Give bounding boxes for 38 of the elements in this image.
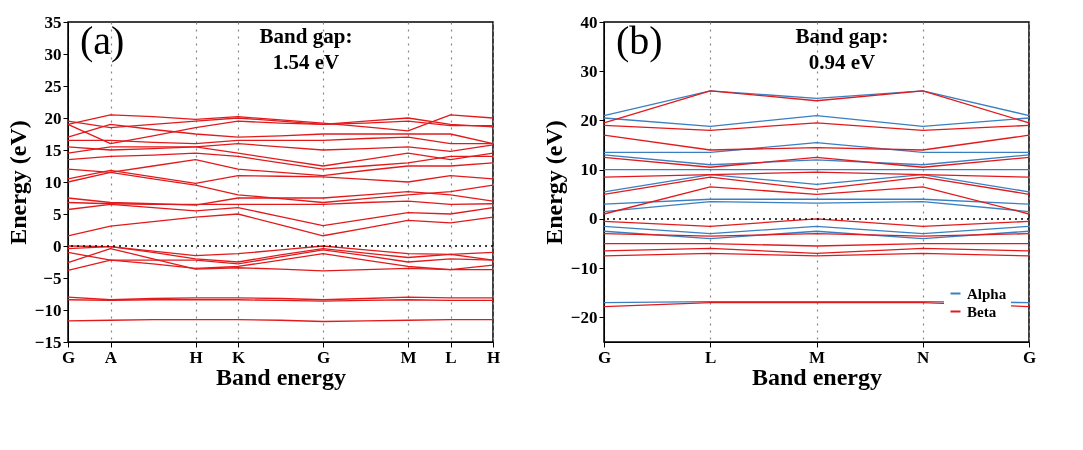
y-tick-label: 40 [580, 12, 598, 32]
y-axis-title: Energy (eV) [540, 120, 567, 245]
x-tick-label: G [597, 347, 612, 367]
y-tick-label: 0 [589, 209, 598, 229]
y-tick-label: −20 [570, 307, 598, 327]
y-tick-label: 35 [44, 12, 62, 32]
y-tick-label: 15 [44, 140, 62, 160]
x-tick-label: N [917, 347, 931, 367]
x-tick-label: H [189, 347, 203, 367]
annotation: (a) [80, 18, 125, 63]
y-tick-label: 0 [53, 236, 62, 256]
y-tick-label: 20 [580, 110, 598, 130]
x-tick-label: G [61, 347, 76, 367]
annotation: Band gap: [259, 24, 353, 48]
x-tick-label: M [400, 347, 417, 367]
x-tick-label: H [486, 347, 501, 367]
y-tick-label: −10 [34, 300, 62, 320]
y-tick-label: 10 [580, 160, 598, 180]
x-tick-label: L [445, 347, 457, 367]
y-tick-label: −15 [34, 332, 62, 352]
annotation: Band gap: [795, 24, 889, 48]
y-axis-title: Energy (eV) [4, 120, 31, 245]
y-tick-label: −5 [43, 268, 62, 288]
y-tick-label: 30 [580, 61, 598, 81]
legend-label: Alpha [967, 285, 1007, 302]
y-tick-label: 5 [53, 204, 62, 224]
annotation: 0.94 eV [808, 50, 876, 74]
x-tick-label: L [705, 347, 717, 367]
y-tick-label: −10 [570, 258, 598, 278]
annotation: 1.54 eV [272, 50, 340, 74]
y-tick-label: 20 [44, 108, 62, 128]
y-tick-label: 10 [44, 172, 62, 192]
legend-label: Beta [967, 303, 997, 320]
y-tick-label: 30 [44, 44, 62, 64]
y-tick-label: 25 [44, 76, 62, 96]
annotation: (b) [616, 18, 663, 63]
x-tick-label: G [1022, 347, 1037, 367]
x-tick-label: A [104, 347, 118, 367]
